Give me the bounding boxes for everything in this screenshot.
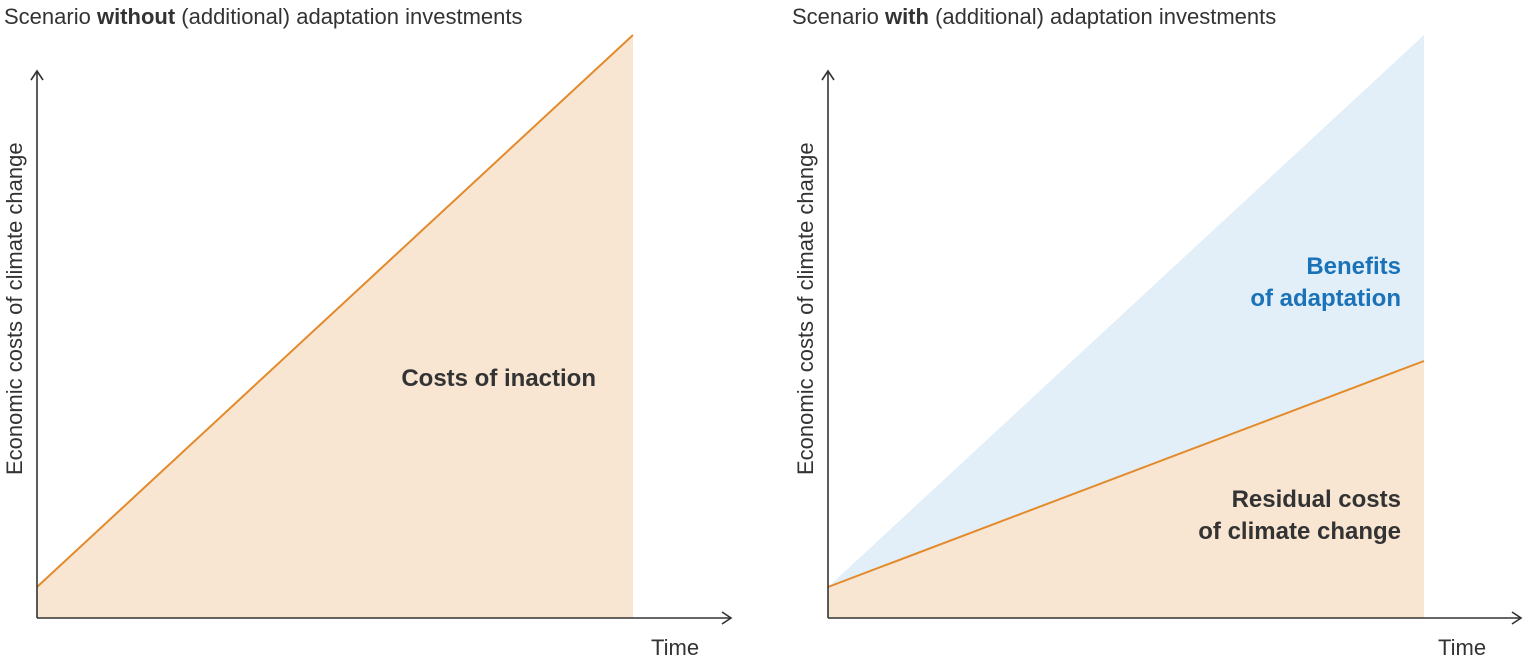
residual-costs-label-line2: of climate change [1198, 518, 1401, 545]
costs-of-inaction-area [37, 35, 633, 618]
left-panel: Scenario without (additional) adaptation… [2, 4, 733, 660]
costs-of-inaction-line [36, 34, 634, 588]
right-panel-title: Scenario with (additional) adaptation in… [792, 4, 1276, 29]
benefits-label-line2: of adaptation [1250, 285, 1401, 312]
right-x-axis-arrow [1511, 611, 1523, 625]
residual-costs-area [828, 361, 1424, 618]
left-panel-title: Scenario without (additional) adaptation… [4, 4, 522, 29]
benefits-of-adaptation-area [828, 35, 1424, 587]
left-x-axis-arrow [721, 611, 733, 625]
left-y-axis-label: Economic costs of climate change [2, 142, 27, 475]
left-y-axis-arrow [30, 69, 44, 81]
right-x-axis-label: Time [1438, 635, 1486, 660]
right-y-axis-arrow [821, 69, 835, 81]
right-y-axis-label: Economic costs of climate change [793, 142, 818, 475]
right-panel: Scenario with (additional) adaptation in… [792, 4, 1523, 660]
residual-costs-label-line1: Residual costs [1232, 486, 1401, 513]
residual-costs-line [827, 360, 1425, 588]
benefits-label-line1: Benefits [1306, 253, 1401, 280]
costs-of-inaction-label: Costs of inaction [401, 365, 596, 392]
left-x-axis-label: Time [651, 635, 699, 660]
